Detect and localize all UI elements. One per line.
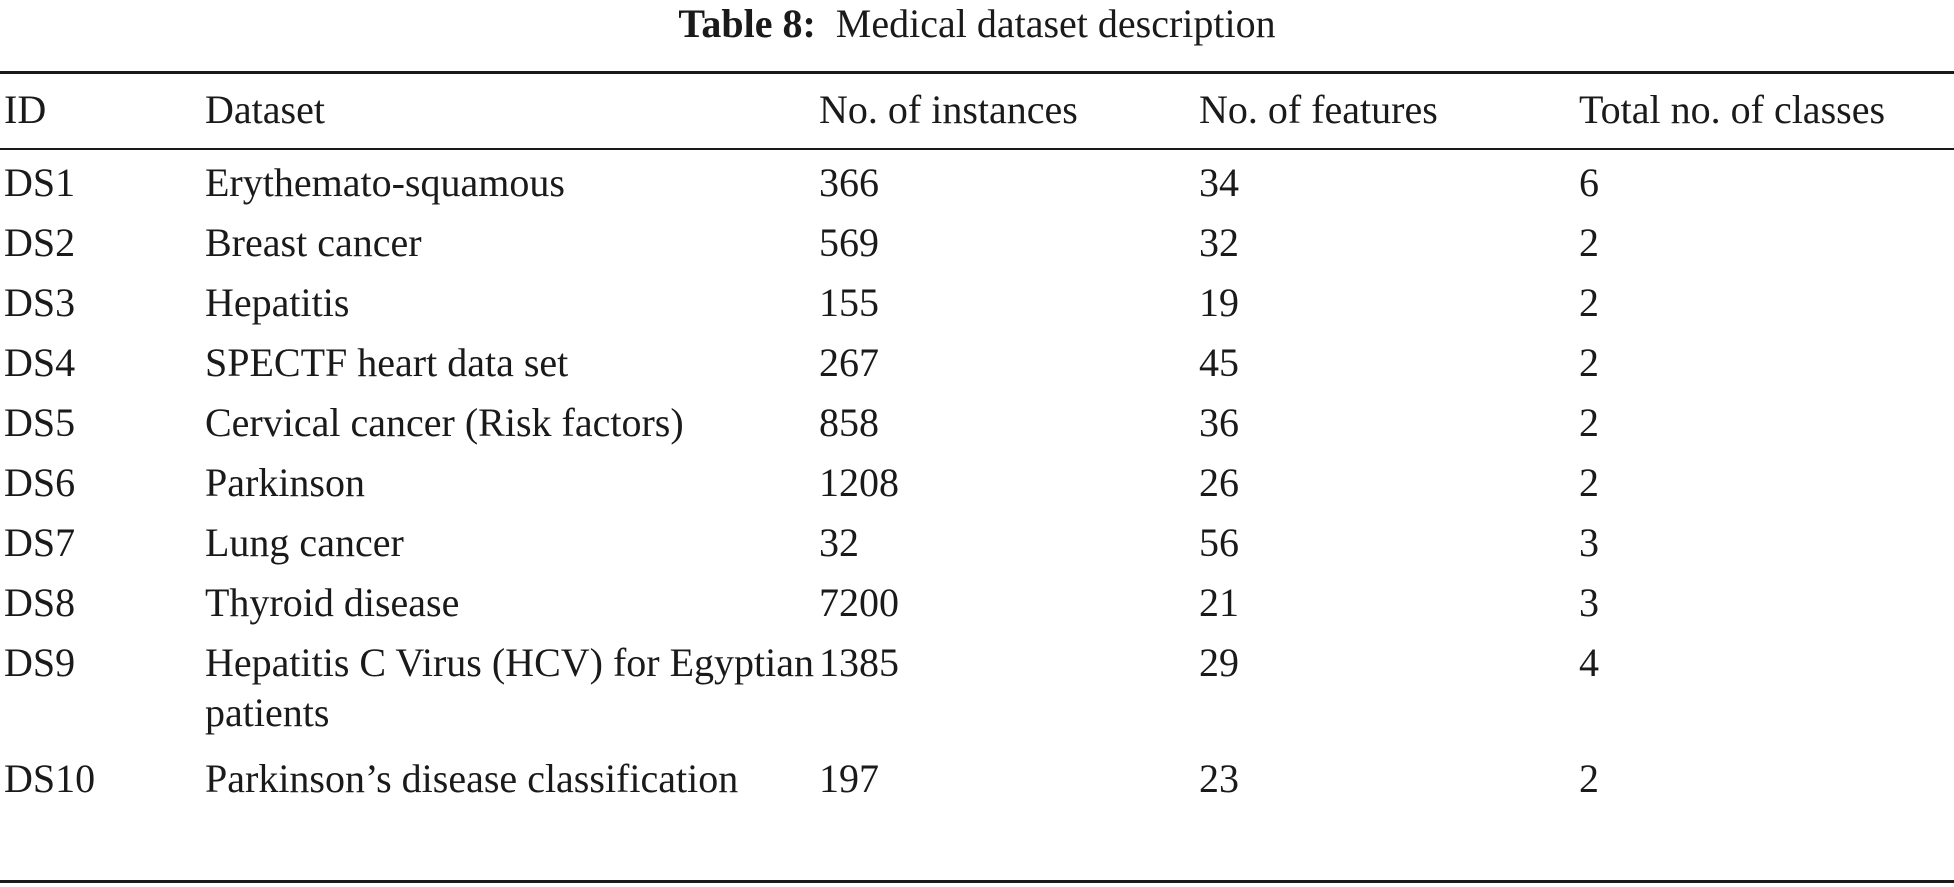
header-dataset: Dataset [205,87,325,132]
cell-dataset: Parkinson [205,460,365,505]
cell-instances: 267 [819,340,879,385]
cell-features: 36 [1199,400,1239,445]
cell-dataset: Cervical cancer (Risk factors) [205,400,684,445]
cell-classes: 6 [1579,160,1599,205]
table-row: DS7 Lung cancer 32 56 3 [0,518,1954,578]
cell-id: DS5 [4,400,76,445]
table-bottom-rule [0,880,1954,883]
cell-id: DS7 [4,520,76,565]
table-top-rule [0,71,1954,74]
header-instances: No. of instances [819,87,1078,132]
cell-features: 45 [1199,340,1239,385]
cell-dataset: Thyroid disease [205,580,460,625]
cell-instances: 1208 [819,460,899,505]
header-classes: Total no. of classes [1579,87,1886,132]
cell-instances: 7200 [819,580,899,625]
cell-dataset: Hepatitis [205,280,350,325]
cell-classes: 2 [1579,220,1599,265]
cell-dataset: Hepatitis C Virus (HCV) for Egyptian pat… [205,640,815,735]
cell-id: DS10 [4,756,96,801]
cell-dataset: Lung cancer [205,520,404,565]
cell-dataset: Parkinson’s disease classification [205,756,739,801]
cell-features: 26 [1199,460,1239,505]
cell-classes: 3 [1579,520,1599,565]
cell-id: DS2 [4,220,76,265]
cell-id: DS6 [4,460,76,505]
table-row: DS10 Parkinson’s disease classification … [0,754,1954,860]
table-row: DS3 Hepatitis 155 19 2 [0,278,1954,338]
cell-classes: 2 [1579,400,1599,445]
cell-classes: 2 [1579,460,1599,505]
cell-id: DS8 [4,580,76,625]
cell-id: DS4 [4,340,76,385]
cell-classes: 2 [1579,340,1599,385]
cell-classes: 2 [1579,280,1599,325]
cell-dataset: Breast cancer [205,220,422,265]
header-features: No. of features [1199,87,1438,132]
table-row: DS5 Cervical cancer (Risk factors) 858 3… [0,398,1954,458]
cell-instances: 858 [819,400,879,445]
table-caption-text: Medical dataset description [835,1,1276,46]
cell-features: 32 [1199,220,1239,265]
cell-id: DS9 [4,640,76,685]
cell-classes: 3 [1579,580,1599,625]
table-row: DS4 SPECTF heart data set 267 45 2 [0,338,1954,398]
cell-classes: 2 [1579,756,1599,801]
cell-classes: 4 [1579,640,1599,685]
cell-dataset: SPECTF heart data set [205,340,569,385]
table-row: DS9 Hepatitis C Virus (HCV) for Egyptian… [0,638,1954,754]
table-caption-label: Table 8: [678,1,816,46]
cell-instances: 32 [819,520,859,565]
cell-instances: 366 [819,160,879,205]
header-id: ID [4,87,47,132]
cell-instances: 155 [819,280,879,325]
cell-dataset: Erythemato-squamous [205,160,565,205]
cell-features: 34 [1199,160,1239,205]
table-header-rule [0,148,1954,150]
table-row: DS2 Breast cancer 569 32 2 [0,218,1954,278]
cell-id: DS3 [4,280,76,325]
cell-instances: 197 [819,756,879,801]
cell-id: DS1 [4,160,76,205]
cell-features: 21 [1199,580,1239,625]
cell-instances: 1385 [819,640,899,685]
cell-features: 56 [1199,520,1239,565]
table-row: DS6 Parkinson 1208 26 2 [0,458,1954,518]
cell-features: 19 [1199,280,1239,325]
cell-instances: 569 [819,220,879,265]
cell-features: 23 [1199,756,1239,801]
table-caption: Table 8: Medical dataset description [0,0,1954,58]
table-header-row: ID Dataset No. of instances No. of featu… [0,77,1954,148]
table-row: DS1 Erythemato-squamous 366 34 6 [0,148,1954,218]
cell-features: 29 [1199,640,1239,685]
dataset-table: ID Dataset No. of instances No. of featu… [0,77,1954,860]
table-row: DS8 Thyroid disease 7200 21 3 [0,578,1954,638]
